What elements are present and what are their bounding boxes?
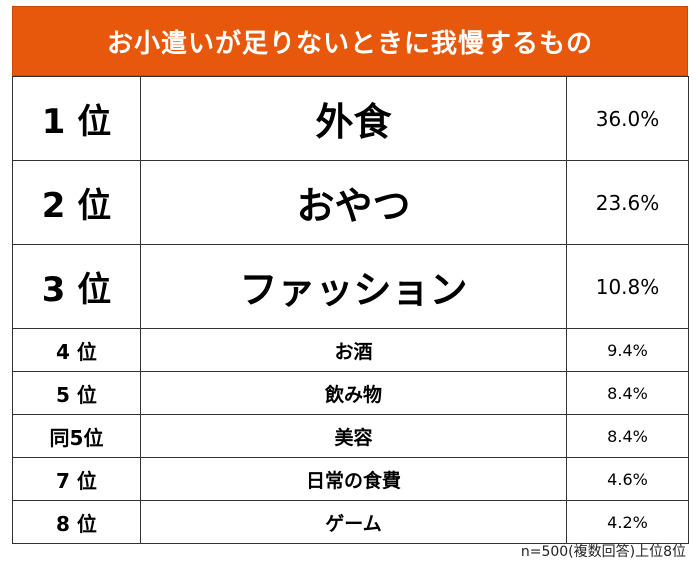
table-row: 4 位 お酒 9.4% bbox=[12, 328, 689, 372]
item-label: 飲み物 bbox=[140, 371, 567, 415]
item-label: 外食 bbox=[140, 76, 567, 161]
table-row: 3 位 ファッション 10.8% bbox=[12, 244, 689, 329]
percent-value: 4.2% bbox=[566, 500, 689, 544]
percent-value: 36.0% bbox=[566, 76, 689, 161]
item-label: 美容 bbox=[140, 414, 567, 458]
rank-label: 7 位 bbox=[12, 457, 141, 501]
rank-label: 8 位 bbox=[12, 500, 141, 544]
rank-label: 4 位 bbox=[12, 328, 141, 372]
percent-value: 9.4% bbox=[566, 328, 689, 372]
sample-note: n=500(複数回答)上位8位 bbox=[520, 544, 686, 560]
percent-value: 4.6% bbox=[566, 457, 689, 501]
percent-value: 8.4% bbox=[566, 414, 689, 458]
chart-title: お小遣いが足りないときに我慢するもの bbox=[12, 6, 688, 76]
item-label: おやつ bbox=[140, 160, 567, 245]
rank-label: 同5位 bbox=[12, 414, 141, 458]
rank-label: 3 位 bbox=[12, 244, 141, 329]
table-row: 1 位 外食 36.0% bbox=[12, 76, 689, 161]
rank-label: 2 位 bbox=[12, 160, 141, 245]
table-row: 同5位 美容 8.4% bbox=[12, 414, 689, 458]
table-row: 5 位 飲み物 8.4% bbox=[12, 371, 689, 415]
table-row: 2 位 おやつ 23.6% bbox=[12, 160, 689, 245]
percent-value: 23.6% bbox=[566, 160, 689, 245]
table-row: 8 位 ゲーム 4.2% bbox=[12, 500, 689, 544]
ranking-chart: お小遣いが足りないときに我慢するもの 1 位 外食 36.0% 2 位 おやつ … bbox=[12, 6, 689, 544]
item-label: お酒 bbox=[140, 328, 567, 372]
percent-value: 8.4% bbox=[566, 371, 689, 415]
rank-label: 5 位 bbox=[12, 371, 141, 415]
ranking-table: 1 位 外食 36.0% 2 位 おやつ 23.6% 3 位 ファッション 10… bbox=[12, 76, 689, 544]
item-label: 日常の食費 bbox=[140, 457, 567, 501]
table-row: 7 位 日常の食費 4.6% bbox=[12, 457, 689, 501]
item-label: ゲーム bbox=[140, 500, 567, 544]
percent-value: 10.8% bbox=[566, 244, 689, 329]
item-label: ファッション bbox=[140, 244, 567, 329]
rank-label: 1 位 bbox=[12, 76, 141, 161]
